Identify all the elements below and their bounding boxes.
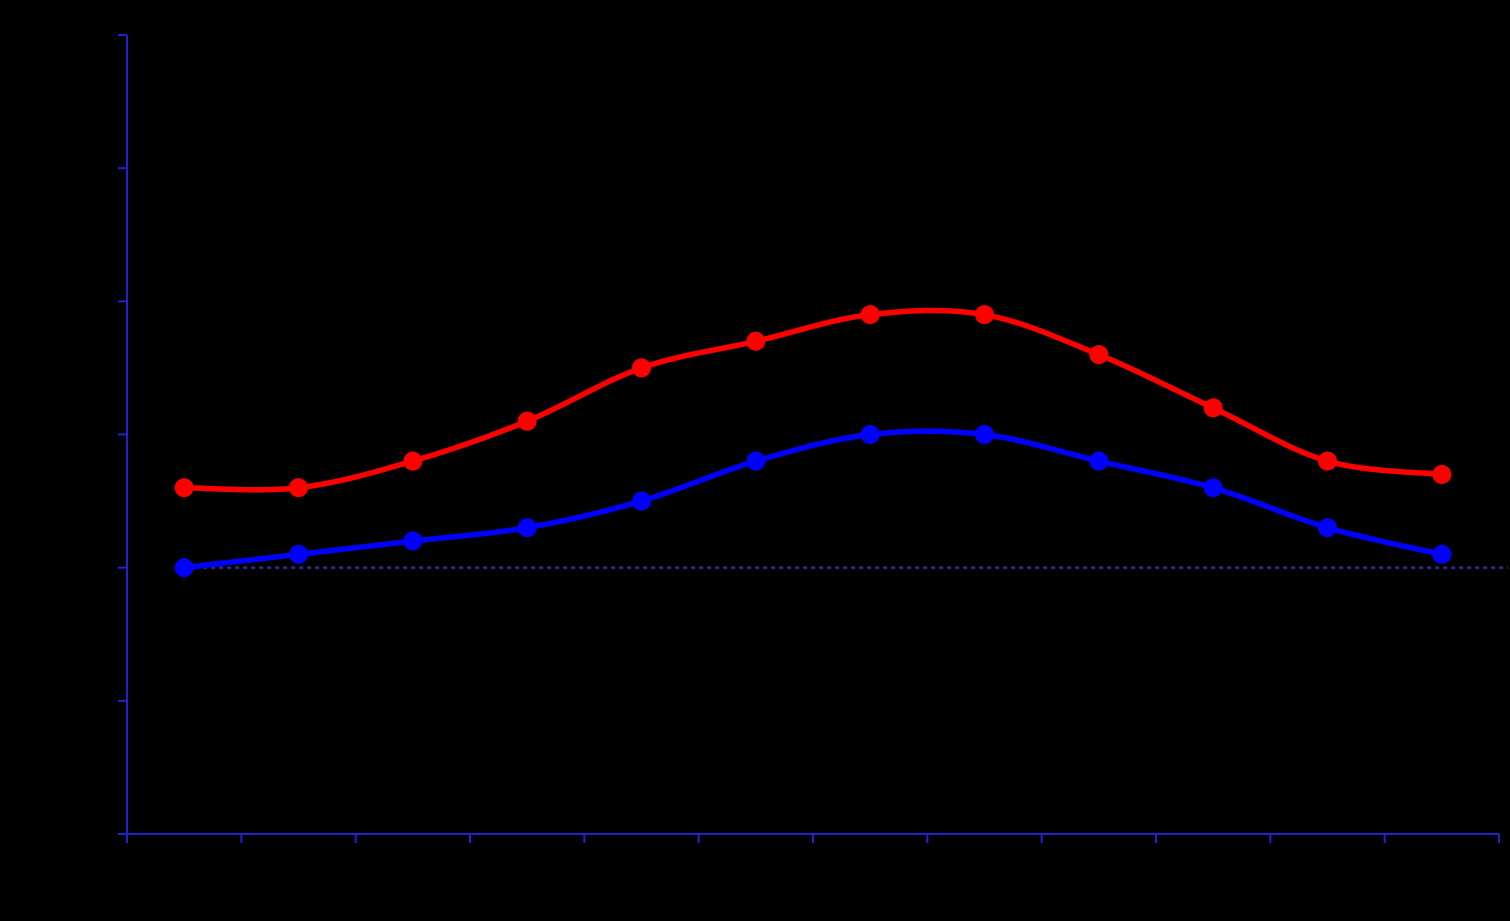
red-series-marker: [1203, 398, 1223, 418]
red-series-marker: [517, 411, 537, 431]
red-series-marker: [1318, 451, 1337, 471]
red-series-line: [181, 307, 1445, 493]
blue-series-marker: [517, 518, 537, 538]
blue-series-marker: [860, 425, 880, 444]
blue-series-marker: [289, 544, 308, 564]
blue-series-marker: [1432, 544, 1452, 564]
blue-series-marker: [1203, 478, 1223, 498]
blue-series-marker: [746, 451, 766, 471]
blue-series-marker: [632, 491, 651, 511]
blue-series-marker: [975, 425, 994, 444]
blue-series-line: [181, 428, 1445, 571]
blue-series-marker: [403, 531, 423, 551]
red-series-marker: [1432, 464, 1452, 484]
red-series-marker: [289, 478, 308, 498]
blue-series-marker: [1089, 451, 1109, 471]
red-series-marker: [174, 478, 194, 498]
red-series-marker: [1089, 345, 1109, 365]
red-series-marker: [975, 305, 994, 325]
blue-series-marker: [1318, 518, 1337, 538]
blue-series-marker: [174, 558, 194, 578]
red-series-marker: [746, 331, 766, 351]
red-series-marker: [403, 451, 423, 471]
red-series-marker: [632, 358, 651, 378]
red-series-marker: [860, 305, 880, 325]
